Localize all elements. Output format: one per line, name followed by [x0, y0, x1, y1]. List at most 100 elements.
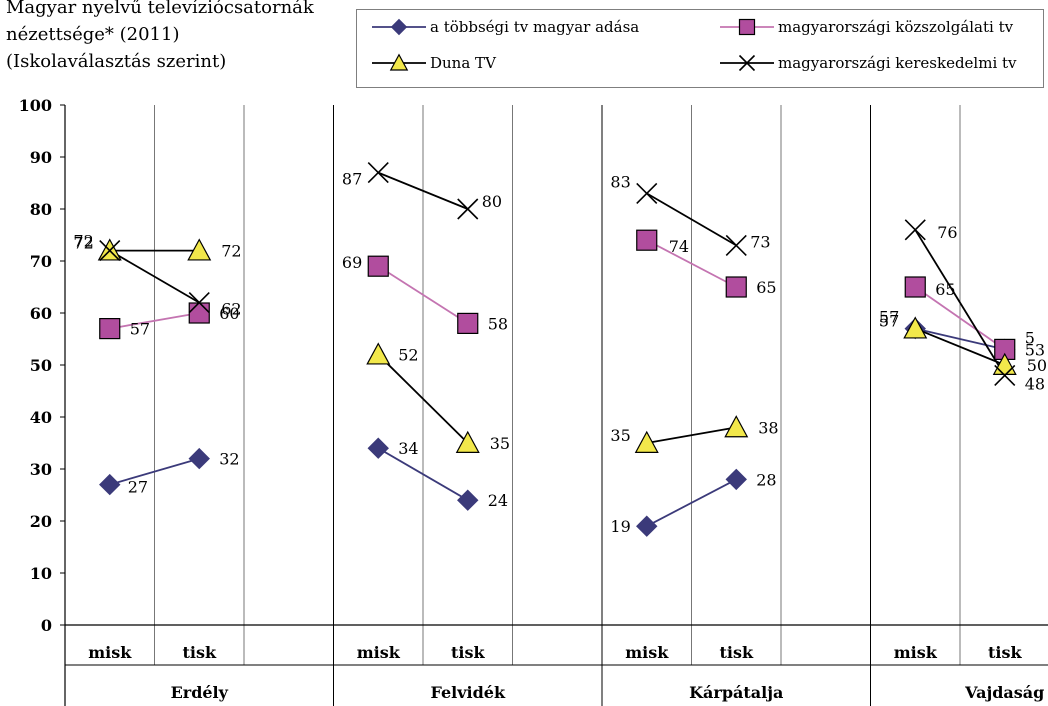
data-point-square: [99, 318, 121, 340]
data-label: 62: [221, 300, 241, 319]
series-line-segment: [646, 426, 737, 444]
data-label: 72: [73, 232, 93, 251]
data-point-square: [457, 312, 479, 334]
data-point-x: [636, 182, 658, 204]
y-tick-label: 70: [30, 252, 52, 271]
x-group-label: Kárpátalja: [689, 683, 783, 702]
series-line-segment: [646, 239, 737, 288]
x-tick-label: tisk: [988, 643, 1022, 662]
y-tick-label: 20: [30, 512, 52, 531]
data-point-diamond: [457, 489, 479, 511]
y-tick-label: 100: [19, 96, 52, 115]
data-label: 87: [342, 170, 362, 189]
data-label: 34: [398, 439, 418, 458]
data-label: 35: [490, 434, 510, 453]
data-label: 28: [756, 470, 776, 489]
data-point-square: [367, 255, 389, 277]
x-group-label: Vajdaság: [964, 683, 1044, 702]
legend-marker-triangle: [389, 53, 409, 71]
data-label: 58: [488, 314, 508, 333]
x-tick-label: tisk: [182, 643, 216, 662]
data-point-square: [904, 276, 926, 298]
legend-label: a többségi tv magyar adása: [430, 18, 639, 36]
data-label: 50: [1027, 356, 1047, 375]
data-label: 69: [342, 253, 362, 272]
x-tick-label: tisk: [719, 643, 753, 662]
data-point-triangle: [366, 342, 391, 365]
legend-label: magyarországi kereskedelmi tv: [778, 54, 1017, 72]
y-tick-label: 60: [30, 304, 52, 323]
series-line-segment: [646, 192, 737, 247]
chart-title-line-3: (Iskolaválasztás szerint): [6, 51, 227, 72]
legend-marker-diamond: [390, 18, 408, 36]
data-label: 53: [1025, 340, 1045, 359]
series-line-segment: [914, 286, 1006, 351]
series-line-segment: [377, 447, 469, 501]
series-line-segment: [377, 353, 469, 444]
series-line-segment: [914, 229, 1006, 376]
data-label: 24: [488, 491, 508, 510]
y-tick-label: 30: [30, 460, 52, 479]
data-point-x: [457, 198, 479, 220]
x-tick-label: misk: [88, 643, 132, 662]
legend-marker-square: [738, 18, 756, 36]
data-point-triangle: [724, 415, 749, 438]
chart-title-line-2: nézettsége* (2011): [6, 24, 180, 45]
series-line-segment: [646, 478, 737, 527]
data-label: 57: [879, 308, 899, 327]
legend: [356, 9, 1044, 88]
data-label: 65: [756, 278, 776, 297]
legend-label: magyarországi közszolgálati tv: [778, 18, 1014, 36]
series-line-segment: [109, 312, 200, 330]
data-label: 32: [219, 450, 239, 469]
series-line-segment: [915, 327, 1005, 351]
data-point-square: [188, 302, 210, 324]
y-tick-label: 0: [41, 616, 52, 635]
chart-title-line-1: Magyar nyelvű televíziócsatornák: [6, 0, 314, 18]
data-label: 38: [758, 418, 778, 437]
data-point-diamond: [99, 473, 121, 496]
data-point-diamond: [367, 437, 389, 459]
data-point-x: [99, 240, 121, 262]
data-label: 57: [130, 320, 150, 339]
data-label: 72: [221, 242, 241, 261]
data-point-triangle: [903, 316, 928, 339]
data-label: 52: [398, 346, 418, 365]
data-point-diamond: [636, 515, 658, 537]
y-tick-label: 40: [30, 408, 52, 427]
x-tick-label: misk: [625, 643, 669, 662]
data-label: 83: [610, 172, 630, 191]
y-tick-label: 50: [30, 356, 52, 375]
series-line-segment: [377, 171, 469, 210]
data-point-square: [636, 229, 658, 251]
data-label: 74: [669, 237, 689, 256]
data-label: 19: [610, 517, 630, 536]
legend-label: Duna TV: [430, 54, 497, 72]
data-label: 27: [128, 478, 148, 497]
x-tick-label: misk: [357, 643, 401, 662]
data-point-triangle: [455, 430, 480, 453]
x-tick-label: misk: [894, 643, 938, 662]
data-point-triangle: [187, 238, 212, 261]
data-label: 60: [219, 304, 239, 323]
data-label: 35: [610, 426, 630, 445]
data-point-x: [994, 364, 1016, 386]
data-label: 73: [750, 232, 770, 251]
data-label: 72: [73, 234, 93, 253]
y-tick-label: 80: [30, 200, 52, 219]
y-tick-label: 90: [30, 148, 52, 167]
x-group-label: Felvidék: [430, 683, 505, 702]
x-group-label: Erdély: [171, 683, 229, 702]
data-point-x: [904, 219, 926, 241]
series-line-segment: [377, 265, 469, 325]
chart-title: Magyar nyelvű televíziócsatornák nézetts…: [6, 0, 346, 75]
series-line-segment: [109, 249, 200, 304]
data-label: 5: [1025, 328, 1035, 347]
data-label: 65: [935, 280, 955, 299]
series-line-segment: [109, 457, 200, 486]
x-tick-label: tisk: [451, 643, 485, 662]
data-label: 80: [482, 192, 502, 211]
data-label: 57: [879, 312, 899, 331]
series-line-segment: [914, 327, 1006, 366]
